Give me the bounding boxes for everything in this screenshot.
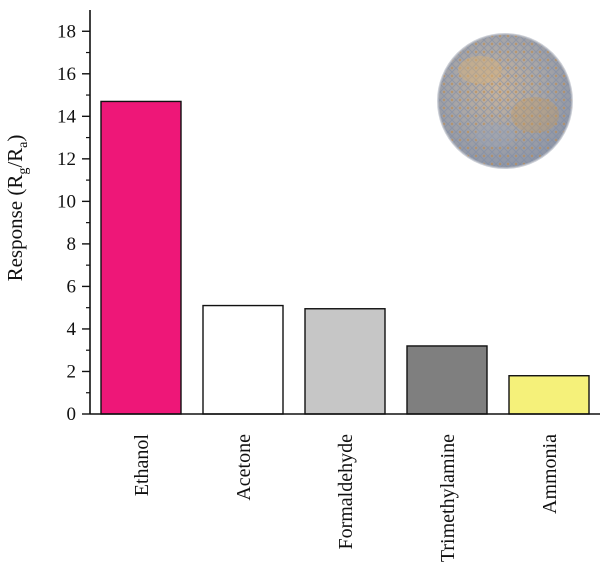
y-axis-ticks: 0 2 4 6 8 10 12 14 16 18 [57,21,90,425]
bar-acetone [202,304,284,415]
bar-ethanol [100,100,182,415]
y-tick-label: 12 [57,149,76,170]
bar-trimethylamine [406,345,488,415]
x-category-label: Ammonia [539,434,561,514]
y-tick-label: 14 [57,106,77,127]
x-category-label: Acetone [233,434,255,501]
bar-formaldehyde [304,308,386,415]
y-tick-label: 8 [67,234,77,255]
y-tick-label: 2 [67,361,77,382]
y-tick-label: 18 [57,21,76,42]
y-tick-label: 4 [67,319,77,340]
y-tick-label: 6 [67,276,77,297]
axes [89,10,600,415]
nanosphere-inset-image [437,33,573,169]
x-category-label: Ethanol [131,434,153,497]
bar-ammonia [508,375,590,415]
y-tick-label: 0 [67,404,77,425]
x-category-label: Formaldehyde [335,434,357,550]
x-category-label: Trimethylamine [437,434,459,562]
y-tick-label: 16 [57,64,76,85]
bar-series [100,100,590,415]
x-axis-labels: Ethanol Acetone Formaldehyde Trimethylamine… [131,434,561,563]
y-axis-title: Response (Rg/Ra) [3,135,31,282]
y-tick-label: 10 [57,191,76,212]
